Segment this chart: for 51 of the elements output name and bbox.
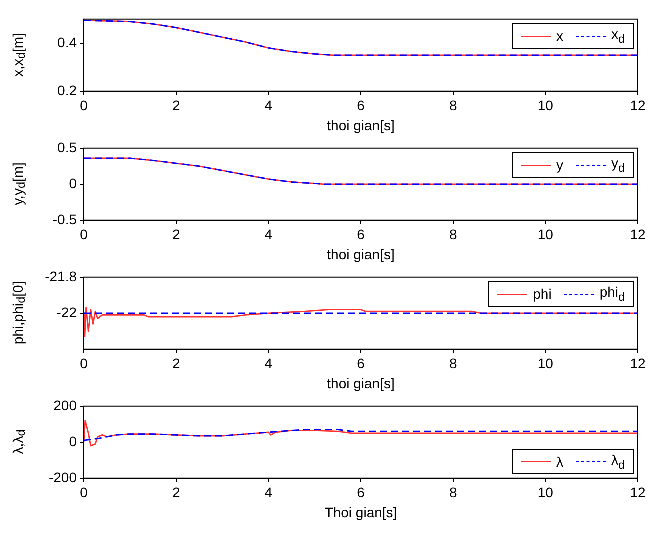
x-tick-label: 0 (80, 484, 88, 501)
legend-label: y (556, 157, 564, 174)
x-tick-label: 10 (538, 226, 554, 243)
legend-label: λ (556, 454, 564, 470)
x-axis-title: thoi gian[s] (327, 246, 395, 262)
x-axis-title: thoi gian[s] (327, 117, 395, 134)
x-tick-label: 8 (449, 356, 458, 372)
y-tick-label: 0.4 (58, 34, 78, 50)
x-tick-label: 2 (172, 98, 180, 114)
x-tick-label: 4 (264, 356, 273, 372)
x-tick-label: 0 (80, 226, 88, 243)
y-tick-label: 0 (69, 175, 78, 192)
x-tick-label: 6 (357, 226, 366, 243)
legend-label: x (556, 28, 564, 44)
x-tick-label: 10 (538, 356, 554, 372)
x-tick-label: 6 (357, 356, 366, 372)
x-tick-label: 2 (172, 356, 180, 372)
x-axis-title: Thoi gian[s] (324, 504, 398, 520)
y-tick-label: 0.5 (58, 139, 78, 156)
line-series (84, 429, 638, 442)
legend-label: x$_{d}$ (612, 26, 625, 46)
legend-label: phi$_{d}$ (600, 284, 625, 304)
x-tick-label: 10 (538, 98, 554, 114)
x-tick-label: 12 (630, 356, 646, 372)
x-tick-label: 4 (264, 98, 273, 114)
x-tick-label: 12 (630, 98, 646, 114)
y-tick-label: -21.8 (45, 268, 78, 284)
legend-label: phi (533, 286, 552, 302)
y-tick-label: 0.2 (58, 82, 78, 98)
y-tick-label: 200 (54, 397, 78, 414)
x-tick-label: 2 (172, 226, 180, 243)
y-tick-label: -22 (56, 304, 78, 320)
x-tick-label: 12 (630, 484, 646, 501)
x-tick-label: 6 (357, 484, 366, 501)
x-tick-label: 4 (264, 226, 273, 243)
x-tick-label: 4 (264, 484, 273, 501)
x-tick-label: 8 (449, 226, 458, 243)
x-tick-label: 2 (172, 484, 180, 501)
legend-label: λ$_{d}$ (612, 452, 625, 472)
legend-label: y$_{d}$ (612, 155, 625, 176)
x-tick-label: 10 (538, 484, 554, 501)
y-tick-label: 0 (69, 433, 78, 450)
x-tick-label: 0 (80, 98, 88, 114)
x-tick-label: 0 (80, 356, 88, 372)
y-tick-label: -0.5 (52, 211, 78, 228)
x-tick-label: 12 (630, 226, 646, 243)
y-tick-label: -200 (48, 469, 78, 486)
x-tick-label: 8 (449, 98, 458, 114)
x-tick-label: 6 (357, 98, 366, 114)
x-axis-title: thoi gian[s] (327, 375, 395, 392)
x-tick-label: 8 (449, 484, 458, 501)
